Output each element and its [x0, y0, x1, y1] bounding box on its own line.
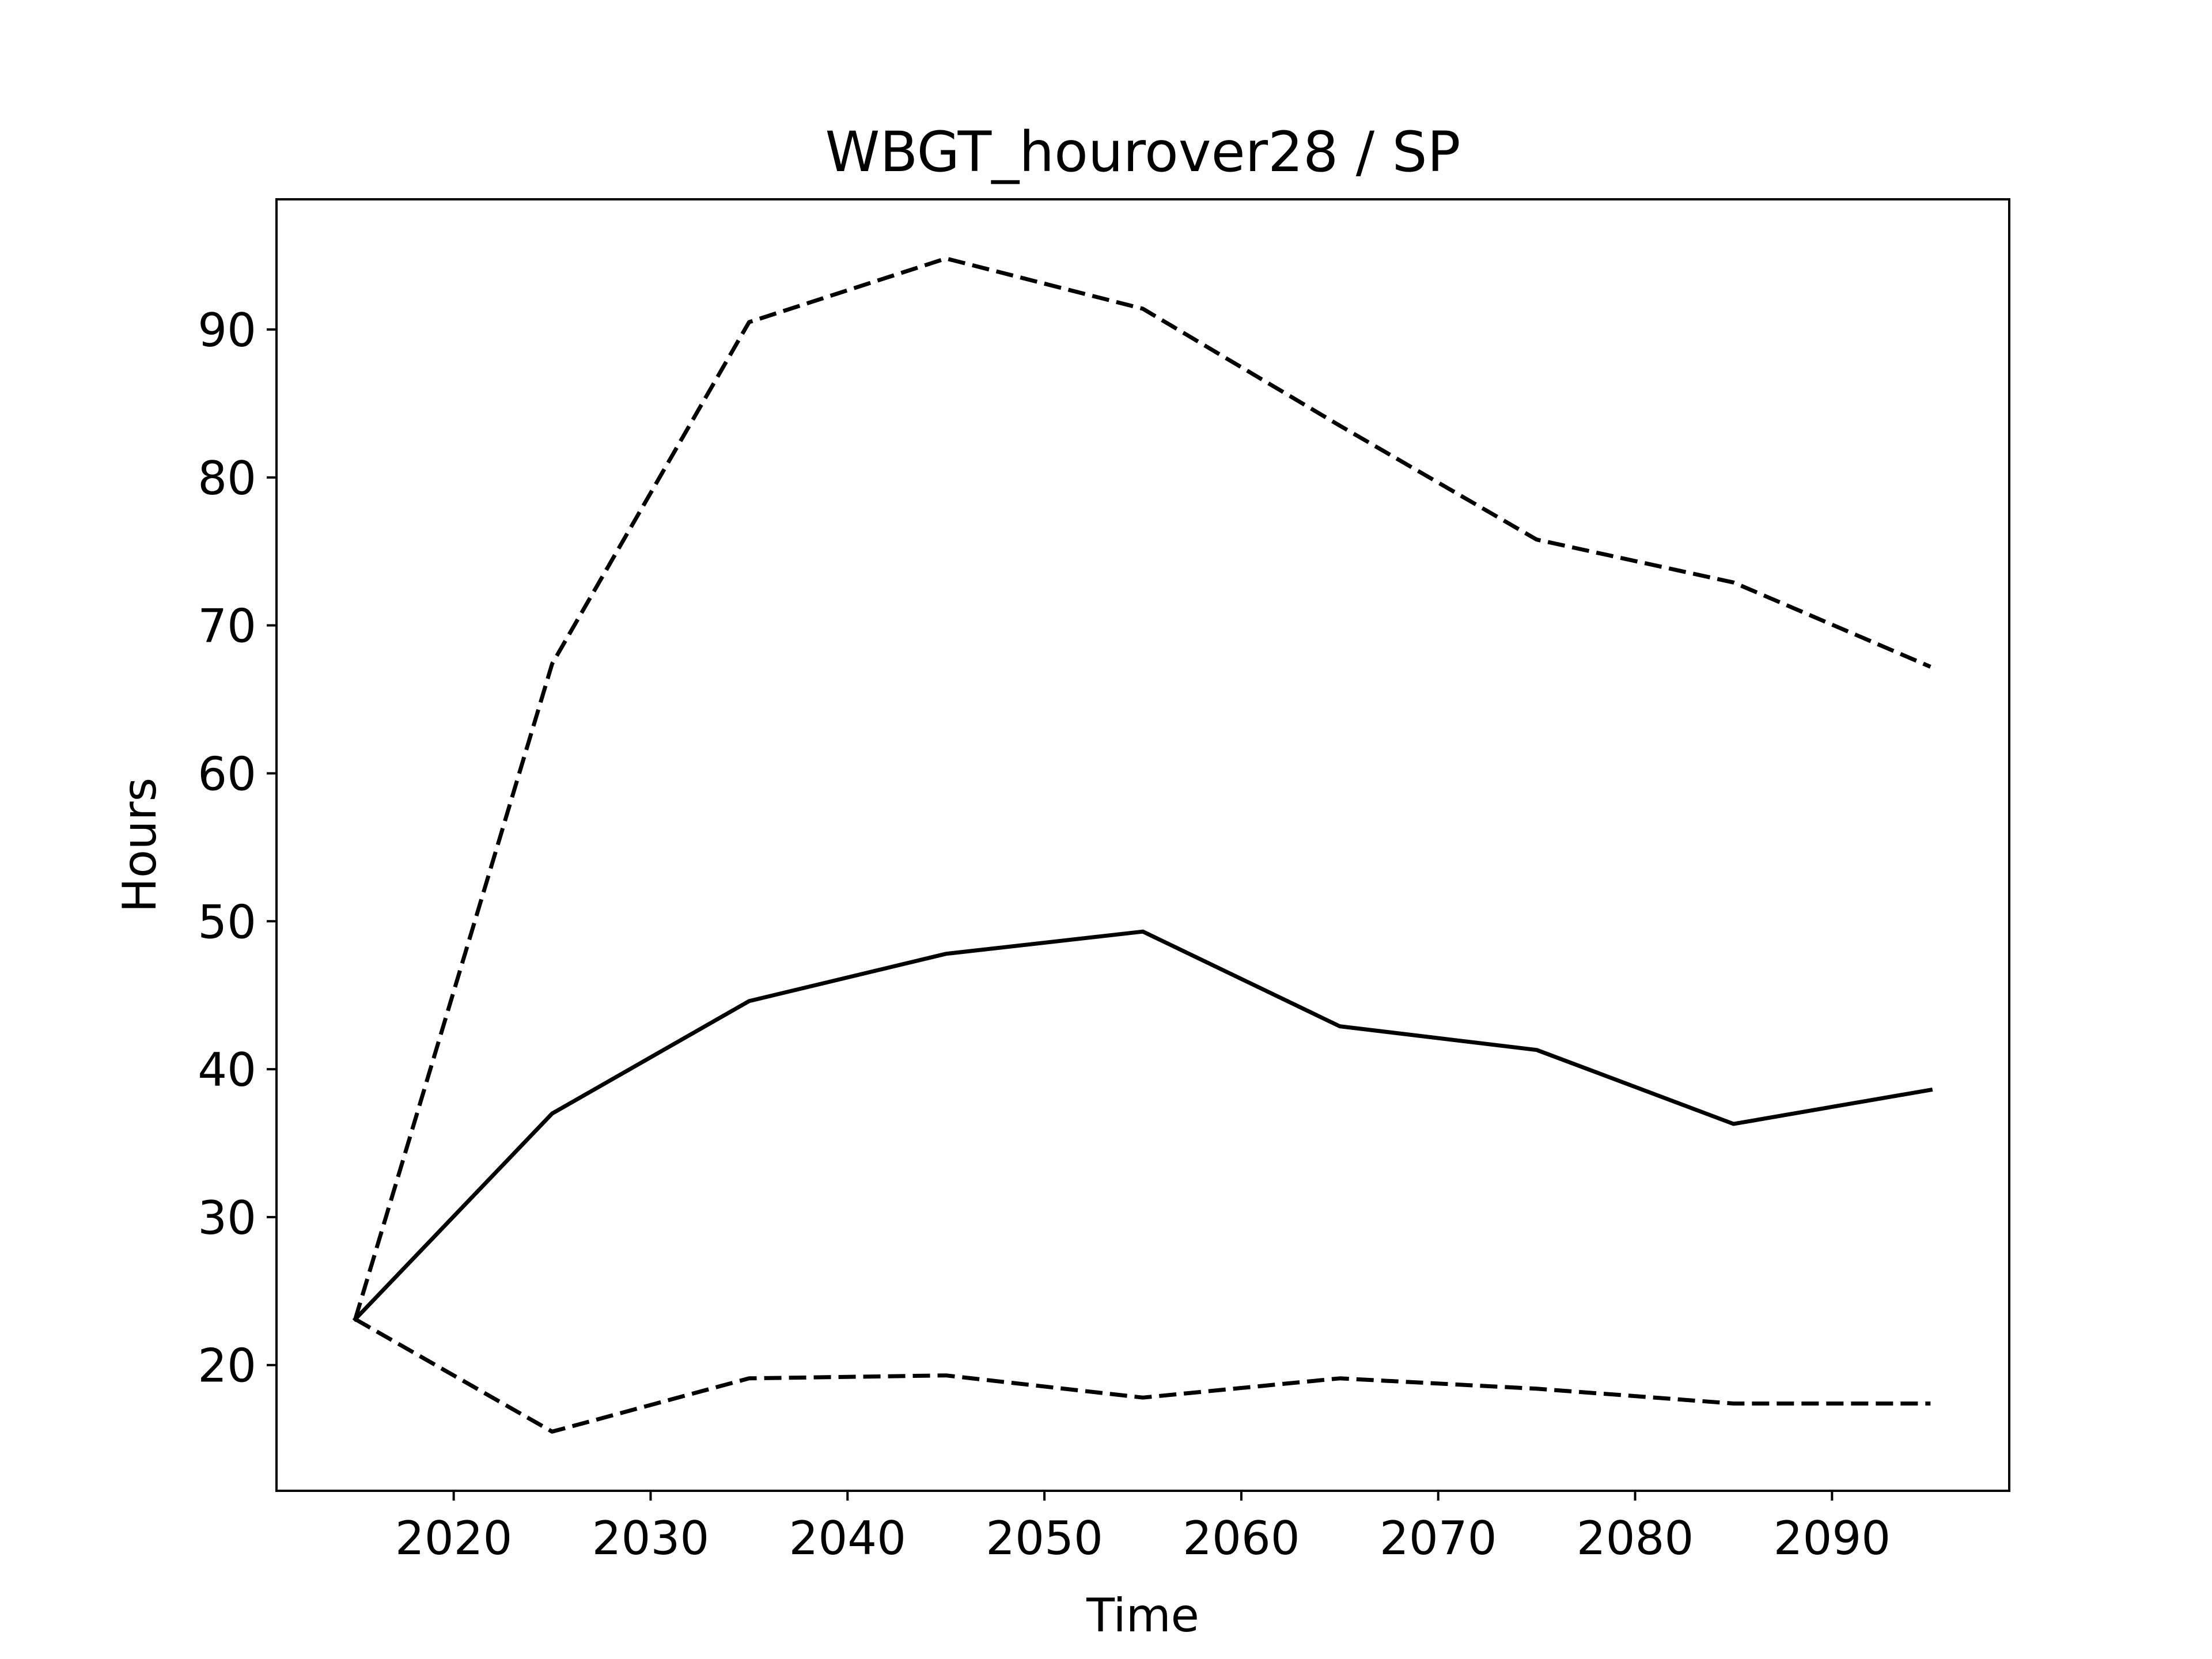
- x-tick-label: 2060: [1183, 1512, 1300, 1565]
- series-line-2: [353, 256, 1931, 1320]
- y-tick-label: 50: [198, 895, 256, 949]
- y-axis-ticks: 20 30 40 50 60 70 80 90: [198, 304, 276, 1393]
- chart-title: WBGT_hourover28 / SP: [825, 120, 1461, 184]
- y-tick-label: 70: [198, 600, 256, 653]
- series-line-1: [352, 929, 1933, 1323]
- y-tick-label: 20: [198, 1339, 256, 1393]
- x-tick-label: 2050: [986, 1512, 1103, 1565]
- x-tick-label: 2030: [592, 1512, 710, 1565]
- y-tick-label: 60: [198, 747, 256, 801]
- plot-area-frame: [275, 198, 2010, 1492]
- x-tick-label: 2080: [1577, 1512, 1694, 1565]
- x-tick-label: 2070: [1380, 1512, 1497, 1565]
- x-tick-label: 2090: [1774, 1512, 1891, 1565]
- series-line-3: [354, 1317, 1931, 1434]
- x-axis-label: Time: [1086, 1589, 1199, 1642]
- x-axis-ticks: 2020 2030 2040 2050 2060 2070 2080 2090: [395, 1491, 1891, 1565]
- y-tick-label: 30: [198, 1191, 256, 1245]
- series-layer: [352, 256, 1933, 1434]
- y-tick-label: 90: [198, 304, 256, 357]
- x-tick-label: 2020: [395, 1512, 513, 1565]
- x-tick-label: 2040: [789, 1512, 906, 1565]
- y-tick-label: 80: [198, 452, 256, 505]
- y-axis-label: Hours: [113, 778, 166, 912]
- y-tick-label: 40: [198, 1043, 256, 1097]
